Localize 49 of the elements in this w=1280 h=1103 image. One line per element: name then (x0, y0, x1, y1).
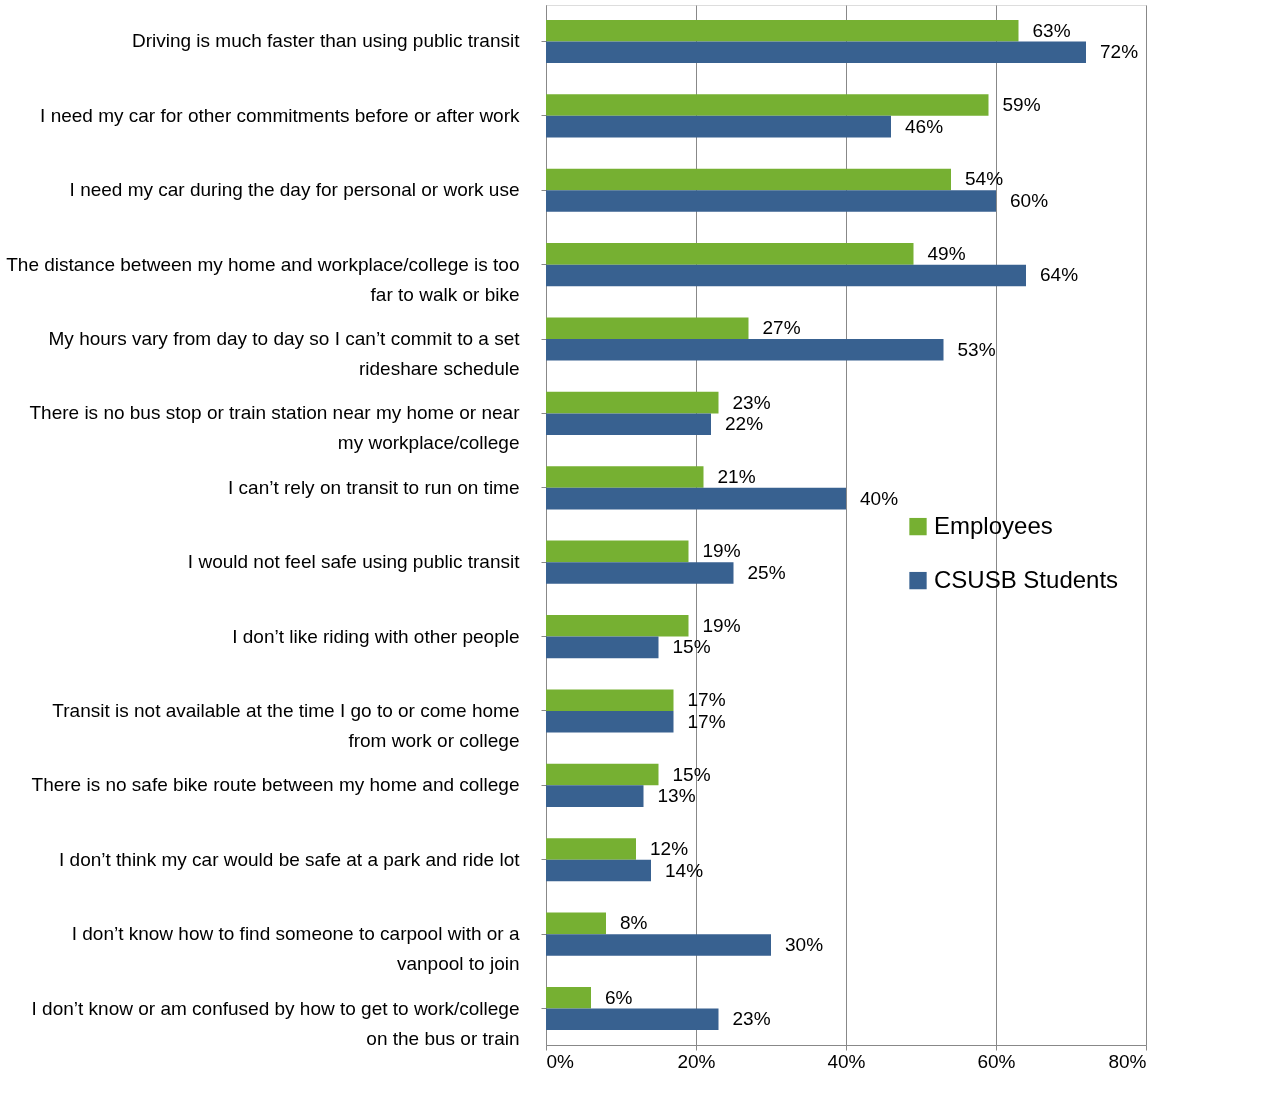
y-tick-label: Transit is not available at the time I go to or come home from work or college (52, 699, 520, 751)
y-tick-label: The distance between my home and workplace/college is too far to walk or bike (6, 253, 520, 305)
y-tick-label: I need my car for other commitments before or after work (40, 104, 520, 126)
data-label: 54% (965, 168, 1004, 190)
data-label: 53% (957, 338, 996, 360)
data-label: 13% (657, 785, 696, 807)
legend-label: Employees (934, 511, 1053, 539)
data-label: 25% (747, 561, 786, 583)
y-tick-label: I don’t know how to find someone to carpool with or a vanpool to join (71, 923, 520, 975)
y-tick-label: There is no safe bike route between my home and college (31, 774, 520, 796)
data-label: 15% (672, 636, 711, 658)
data-label: 40% (860, 487, 899, 509)
data-label: 15% (672, 763, 711, 785)
data-label: 23% (732, 391, 771, 413)
data-label: 49% (927, 242, 966, 264)
data-label: 72% (1100, 41, 1139, 63)
data-label: 17% (687, 689, 726, 711)
y-tick-label: I don’t think my car would be safe at a park and ride lot (59, 848, 521, 870)
data-label: 30% (785, 933, 824, 955)
data-label: 27% (762, 317, 801, 339)
y-tick-label: I would not feel safe using public transit (187, 551, 521, 573)
data-label: 8% (620, 912, 648, 934)
data-label: 23% (732, 1008, 771, 1030)
data-label: 14% (665, 859, 704, 881)
x-tick-label: 0% (546, 1050, 575, 1072)
data-label: 63% (1032, 19, 1071, 41)
data-label: 17% (687, 710, 726, 732)
y-tick-label: I don’t like riding with other people (232, 625, 520, 647)
y-tick-label: My hours vary from day to day so I can’t commit to a set rideshare schedule (48, 328, 521, 380)
x-tick-label: 20% (677, 1050, 716, 1072)
x-tick-label: 80% (1108, 1050, 1147, 1072)
data-label: 12% (650, 837, 689, 859)
data-label: 19% (702, 540, 741, 562)
data-label: 64% (1040, 264, 1079, 286)
legend-label: CSUSB Students (934, 565, 1119, 593)
y-tick-label: Driving is much faster than using public transit (131, 30, 521, 52)
y-tick-label: I can’t rely on transit to run on time (228, 476, 520, 498)
data-label: 21% (717, 466, 756, 488)
x-tick-label: 60% (977, 1050, 1016, 1072)
data-label: 60% (1010, 190, 1049, 212)
data-label: 6% (605, 986, 633, 1008)
x-tick-label: 40% (827, 1050, 866, 1072)
y-tick-label: I need my car during the day for personal or work use (69, 179, 520, 201)
data-label: 46% (905, 115, 944, 137)
data-label: 22% (725, 413, 764, 435)
y-tick-label: There is no bus stop or train station near my home or near my workplace/college (29, 402, 521, 454)
data-label: 59% (1002, 94, 1041, 116)
y-tick-label: I don’t know or am confused by how to get to work/college on the bus or train (31, 997, 520, 1049)
data-label: 19% (702, 614, 741, 636)
